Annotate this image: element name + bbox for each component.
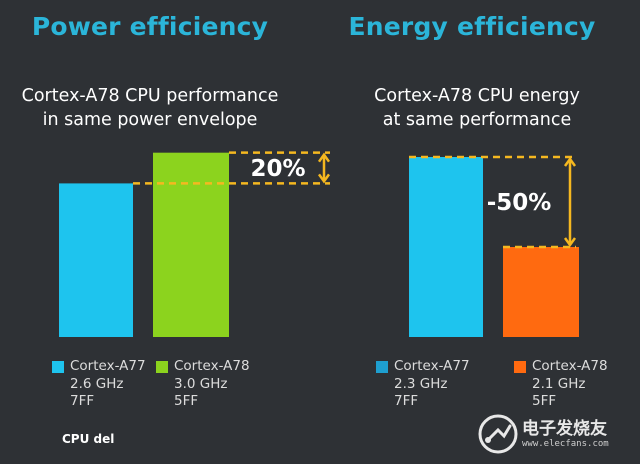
legend-process: 5FF (174, 393, 199, 409)
watermark-logo: 电子发烧友 www.elecfans.com (478, 412, 628, 458)
energy-efficiency-chart: -50% (409, 155, 579, 337)
legend-swatch (52, 361, 64, 373)
legend-frequency: 2.1 GHz (532, 375, 586, 392)
legend-process: 5FF (532, 393, 557, 409)
chart-title-line-2: at same performance (382, 110, 572, 130)
legend-frequency: 2.6 GHz (70, 375, 124, 392)
arrowhead-down (317, 173, 331, 184)
arrowhead-down (563, 237, 577, 248)
legend-label: Cortex-A78 (174, 358, 250, 374)
legend-label: Cortex-A77 (70, 358, 146, 374)
legend-swatch (156, 361, 168, 373)
arrowhead-up (317, 152, 331, 163)
chart-title: Cortex-A78 CPU energy at same performanc… (322, 84, 632, 132)
legend-label: Cortex-A77 (394, 358, 470, 374)
difference-label: 20% (250, 156, 305, 182)
power-efficiency-panel: Power efficiency Cortex-A78 CPU performa… (0, 12, 331, 409)
bar-cortex-a77 (59, 183, 133, 337)
chart-title: Cortex-A78 CPU performance in same power… (0, 84, 300, 132)
difference-label: -50% (487, 190, 552, 216)
legend-process: 7FF (394, 393, 419, 409)
chart-title-line-1: Cortex-A78 CPU energy (374, 86, 580, 106)
legend-frequency: 3.0 GHz (174, 375, 228, 392)
circuit-logo-icon (478, 414, 518, 454)
bar-cortex-a78 (503, 247, 579, 337)
legend-swatch (376, 361, 388, 373)
chart-title-line-1: Cortex-A78 CPU performance (21, 86, 279, 106)
power-efficiency-chart: 20% (59, 151, 331, 337)
panel-heading: Energy efficiency (348, 12, 596, 41)
legend-process: 7FF (70, 393, 95, 409)
panel-heading: Power efficiency (31, 12, 269, 41)
footnote-text: CPU del (62, 432, 115, 446)
legend-swatch (514, 361, 526, 373)
legend-frequency: 2.3 GHz (394, 375, 448, 392)
legend-label: Cortex-A78 (532, 358, 608, 374)
bar-cortex-a78 (153, 152, 229, 337)
chart-title-line-2: in same power envelope (42, 110, 258, 130)
watermark-text: 电子发烧友 (522, 419, 607, 439)
arrowhead-up (563, 156, 577, 167)
bar-cortex-a77 (409, 157, 483, 337)
watermark-url: www.elecfans.com (522, 439, 609, 449)
energy-efficiency-panel: Energy efficiency Cortex-A78 CPU energy … (320, 0, 640, 464)
